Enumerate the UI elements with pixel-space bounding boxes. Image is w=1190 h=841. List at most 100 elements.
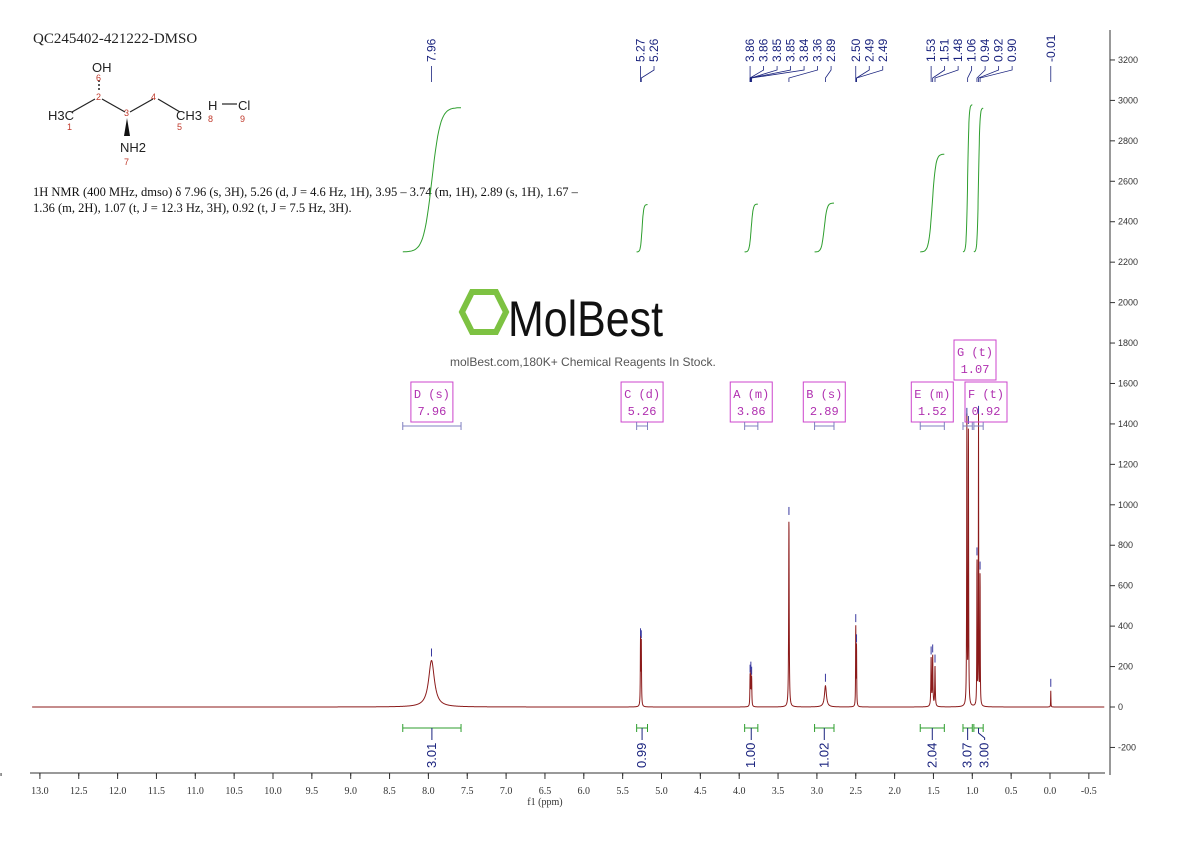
multiplet-box <box>802 381 846 423</box>
multiplet-range <box>962 422 973 430</box>
multiplet-box <box>729 381 773 423</box>
y-tick-label: 0 <box>1118 702 1123 712</box>
y-tick-label: 1400 <box>1118 419 1138 429</box>
peak-label: 3.86 <box>743 38 757 62</box>
multiplet-box <box>620 381 664 423</box>
integral-curve <box>744 203 759 253</box>
y-tick-label: 600 <box>1118 581 1133 591</box>
multiplet-range <box>814 422 835 430</box>
peak-label: 7.96 <box>425 38 439 62</box>
peak-label: 1.51 <box>938 38 952 62</box>
x-tick-label: 5.5 <box>616 786 629 797</box>
y-tick-label: 1000 <box>1118 500 1138 510</box>
multiplet-range <box>636 422 649 430</box>
atom-h3c: H3C <box>48 108 74 123</box>
peak-label: 1.06 <box>965 38 979 62</box>
integral-value: 0.99 <box>634 743 649 768</box>
molecule-structure: H3C OH NH2 CH3 H Cl 1 2 3 4 5 6 7 8 9 <box>48 60 250 167</box>
multiplet-label: B (s) <box>806 388 842 402</box>
x-axis-label: f1 (ppm) <box>527 797 562 808</box>
peak-label: 3.36 <box>811 38 825 62</box>
peak-label-connector <box>979 66 1013 82</box>
multiplet-box <box>410 381 454 423</box>
peak-label: 3.85 <box>784 38 798 62</box>
peak-label-connector <box>976 66 986 82</box>
multiplet-range <box>973 422 984 430</box>
spectrum-line <box>32 413 1105 708</box>
x-tick-label: 11.0 <box>187 786 204 797</box>
y-tick-label: 1600 <box>1118 378 1138 388</box>
multiplet-label: G (t) <box>957 346 993 360</box>
atom-oh: OH <box>92 60 112 75</box>
molbest-watermark: MolBest molBest.com,180K+ Chemical Reage… <box>450 289 716 369</box>
multiplet-shift: 5.26 <box>628 405 657 419</box>
atom-number: 6 <box>96 73 101 83</box>
peak-label: 5.27 <box>634 38 648 62</box>
multiplet-shift: 1.07 <box>961 363 990 377</box>
atom-number: 2 <box>96 92 101 102</box>
integral-curve <box>973 107 984 253</box>
x-tick-label: 3.0 <box>811 786 824 797</box>
atom-cl: Cl <box>238 98 250 113</box>
multiplet-range <box>744 422 759 430</box>
x-tick-label: 9.5 <box>306 786 319 797</box>
x-tick-label: 10.0 <box>264 786 282 797</box>
peak-label: 0.94 <box>978 38 992 62</box>
peak-label: 2.49 <box>876 38 890 62</box>
atom-number: 3 <box>124 108 129 118</box>
x-tick-label: 8.5 <box>383 786 396 797</box>
x-tick-label: 6.5 <box>539 786 552 797</box>
integral-value: 3.07 <box>960 743 975 768</box>
peak-label: 3.84 <box>797 38 811 62</box>
y-tick-label: 2000 <box>1118 298 1138 308</box>
multiplet-box <box>964 381 1008 423</box>
x-tick-label: 1.0 <box>966 786 979 797</box>
multiplet-range <box>402 422 462 430</box>
peak-label-connector <box>978 66 1000 82</box>
integral-curve <box>962 104 973 253</box>
peak-label-connector <box>750 66 791 82</box>
y-tick-label: 2600 <box>1118 176 1138 186</box>
x-tick-label: 2.5 <box>850 786 863 797</box>
atom-h: H <box>208 98 217 113</box>
multiplet-shift: 2.89 <box>810 405 839 419</box>
atom-number: 8 <box>208 114 213 124</box>
integral-curve <box>814 202 834 253</box>
multiplet-label: F (t) <box>968 388 1004 402</box>
y-tick-label: 400 <box>1118 621 1133 631</box>
x-tick-label: 10.5 <box>225 786 243 797</box>
peak-label-connector <box>932 66 946 82</box>
atom-number: 1 <box>67 122 72 132</box>
peak-label-connector <box>749 66 764 82</box>
integral-curve <box>402 107 461 253</box>
atom-number: 7 <box>124 157 129 167</box>
peak-label: 2.89 <box>824 38 838 62</box>
y-tick-label: 3000 <box>1118 95 1138 105</box>
y-tick-label: 1200 <box>1118 459 1138 469</box>
x-tick-label: 5.0 <box>655 786 668 797</box>
y-tick-label: 2800 <box>1118 136 1138 146</box>
multiplet-label: E (m) <box>914 388 950 402</box>
multiplet-box <box>910 381 954 423</box>
y-tick-label: -200 <box>1118 742 1136 752</box>
y-tick-label: 200 <box>1118 662 1133 672</box>
x-tick-label: 3.5 <box>772 786 785 797</box>
peak-label-connector <box>856 66 884 82</box>
peak-label-connector <box>934 66 959 82</box>
multiplet-shift: 0.92 <box>972 405 1001 419</box>
integral-curve <box>920 153 945 253</box>
x-tick-label: 7.5 <box>461 786 474 797</box>
atom-number: 9 <box>240 114 245 124</box>
peak-label: 5.26 <box>647 38 661 62</box>
multiplet-shift: 3.86 <box>737 405 766 419</box>
peak-label: 0.90 <box>1005 38 1019 62</box>
peak-label-connector <box>751 66 805 82</box>
y-tick-label: 3200 <box>1118 55 1138 65</box>
peak-label-connector <box>640 66 655 82</box>
x-tick-label: 6.0 <box>578 786 591 797</box>
peak-label-connector <box>788 66 818 82</box>
integral-curve <box>636 204 648 253</box>
integral-value: 2.04 <box>924 743 939 768</box>
x-tick-label: 12.5 <box>70 786 88 797</box>
